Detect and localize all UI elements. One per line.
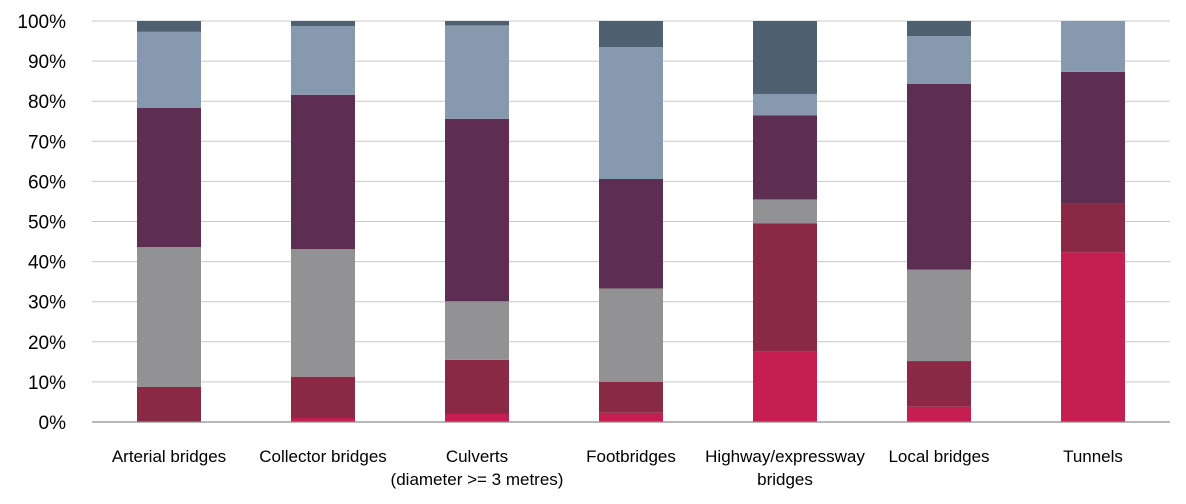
bar-segment bbox=[445, 301, 509, 360]
bar-segment bbox=[1061, 21, 1125, 72]
x-tick-label: Local bridges bbox=[888, 447, 989, 466]
y-tick-label: 0% bbox=[39, 413, 67, 434]
bar-segment bbox=[291, 94, 355, 250]
y-tick-label: 30% bbox=[28, 293, 66, 314]
bar-segment bbox=[137, 31, 201, 109]
bars bbox=[137, 21, 1125, 422]
bar-segment bbox=[1061, 71, 1125, 204]
y-tick-label: 100% bbox=[17, 12, 66, 33]
x-tick-label: Arterial bridges bbox=[112, 447, 226, 466]
y-axis: 0% 10% 20% 30% 40% 50% 60% 70% 80% 90% 100% bbox=[17, 12, 66, 434]
bar-segment bbox=[1061, 203, 1125, 253]
bar-segment bbox=[753, 21, 817, 94]
bar-segment bbox=[907, 361, 971, 407]
x-tick-label: Collector bridges bbox=[259, 447, 387, 466]
bar-segment bbox=[445, 413, 509, 422]
y-tick-label: 70% bbox=[28, 132, 66, 153]
bar-segment bbox=[445, 118, 509, 302]
bar-segment bbox=[599, 47, 663, 179]
bar-segment bbox=[907, 83, 971, 270]
y-tick-label: 90% bbox=[28, 52, 66, 73]
x-axis: Arterial bridges Collector bridges Culvert… bbox=[92, 421, 1170, 489]
bar-segment bbox=[291, 249, 355, 377]
y-tick-label: 60% bbox=[28, 172, 66, 193]
bar-segment bbox=[291, 417, 355, 422]
x-tick-label: Highway/expressway bbox=[705, 447, 865, 466]
bar-segment bbox=[907, 269, 971, 362]
bar-segment bbox=[445, 25, 509, 119]
y-tick-label: 40% bbox=[28, 253, 66, 274]
bar-segment bbox=[599, 21, 663, 48]
bar-segment bbox=[137, 386, 201, 422]
bar-segment bbox=[907, 36, 971, 84]
y-tick-label: 80% bbox=[28, 92, 66, 113]
bar-segment bbox=[137, 21, 201, 32]
bar-segment bbox=[753, 93, 817, 116]
bar-segment bbox=[753, 199, 817, 224]
bar-segment bbox=[445, 359, 509, 414]
bar-segment bbox=[599, 381, 663, 413]
bar-segment bbox=[907, 21, 971, 37]
x-tick-label: Tunnels bbox=[1063, 447, 1123, 466]
bar-segment bbox=[753, 223, 817, 352]
x-tick-label: (diameter >= 3 metres) bbox=[391, 470, 564, 489]
y-tick-label: 50% bbox=[28, 213, 66, 234]
bar-segment bbox=[137, 247, 201, 387]
bar-segment bbox=[753, 115, 817, 200]
bar-segment bbox=[599, 288, 663, 382]
bar-segment bbox=[291, 21, 355, 27]
bar-segment bbox=[291, 26, 355, 95]
y-tick-label: 20% bbox=[28, 333, 66, 354]
x-tick-label: bridges bbox=[757, 470, 813, 489]
x-tick-label: Footbridges bbox=[586, 447, 676, 466]
bar-segment bbox=[1061, 252, 1125, 422]
bar-segment bbox=[445, 21, 509, 26]
bar-segment bbox=[137, 108, 201, 248]
bar-segment bbox=[291, 376, 355, 418]
x-tick-label: Culverts bbox=[446, 447, 508, 466]
y-tick-label: 10% bbox=[28, 373, 66, 394]
bar-segment bbox=[753, 351, 817, 422]
bar-segment bbox=[599, 178, 663, 289]
bar-segment bbox=[599, 412, 663, 422]
bar-segment bbox=[907, 406, 971, 422]
